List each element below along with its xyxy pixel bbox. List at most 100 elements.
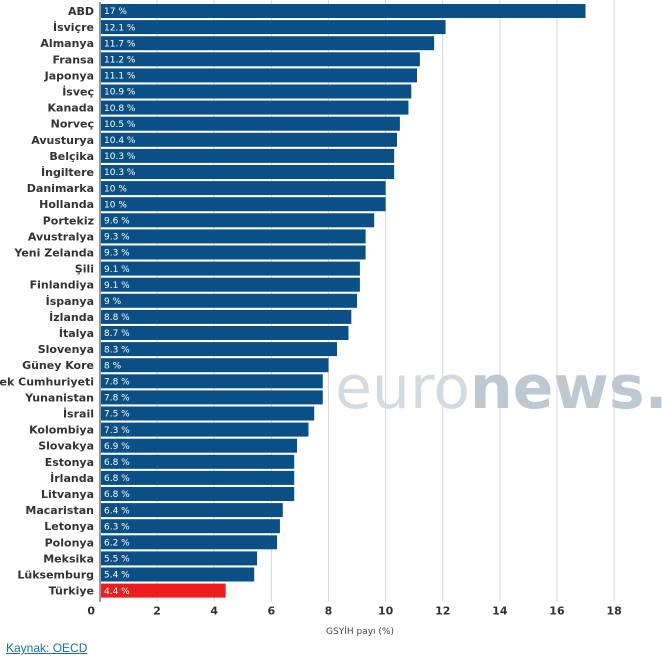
- bar-value-label-25: 7.5 %: [104, 410, 130, 420]
- bar-29: [101, 470, 295, 485]
- bar-value-label-11: 10 %: [104, 184, 127, 194]
- category-label-22: Güney Kore: [22, 359, 94, 372]
- bar-value-label-33: 6.2 %: [104, 539, 130, 549]
- bar-value-label-34: 5.5 %: [104, 555, 130, 565]
- category-label-26: Kolombiya: [29, 424, 94, 437]
- bar-value-label-8: 10.4 %: [104, 136, 136, 146]
- bar-value-label-21: 8.3 %: [104, 345, 130, 355]
- bar-value-label-19: 8.8 %: [104, 313, 130, 323]
- bar-10: [101, 165, 395, 179]
- x-tick-label-12: 12: [435, 605, 450, 618]
- category-label-10: İngiltere: [41, 165, 94, 179]
- bar-26: [101, 422, 309, 437]
- bar-value-label-17: 9.1 %: [104, 281, 130, 291]
- bar-33: [101, 535, 278, 550]
- category-label-2: Almanya: [40, 37, 94, 50]
- bar-value-label-22: 8 %: [104, 361, 122, 371]
- category-label-4: Japonya: [44, 69, 94, 82]
- bar-25: [101, 406, 315, 421]
- bar-36: [101, 583, 226, 598]
- category-label-12: Hollanda: [39, 198, 94, 211]
- category-label-21: Slovenya: [38, 343, 94, 356]
- category-label-18: İspanya: [46, 294, 94, 308]
- category-label-13: Portekiz: [43, 214, 94, 227]
- category-label-17: Finlandiya: [30, 279, 94, 292]
- bar-value-label-18: 9 %: [104, 297, 122, 307]
- bar-17: [101, 277, 360, 292]
- x-tick-label-18: 18: [606, 605, 621, 618]
- bar-27: [101, 438, 298, 453]
- category-label-16: Şili: [75, 263, 94, 276]
- bar-value-label-28: 6.8 %: [104, 458, 130, 468]
- bar-value-label-20: 8.7 %: [104, 329, 130, 339]
- bar-value-label-2: 11.7 %: [104, 39, 136, 49]
- category-label-29: İrlanda: [50, 471, 94, 485]
- bar-value-label-6: 10.8 %: [104, 104, 136, 114]
- category-label-20: İtalya: [59, 326, 94, 340]
- category-label-25: İsrail: [63, 407, 94, 421]
- category-label-33: Polonya: [45, 536, 94, 549]
- bar-2: [101, 36, 435, 51]
- bar-8: [101, 132, 398, 147]
- gridlines: [156, 0, 615, 602]
- bar-value-label-12: 10 %: [104, 200, 127, 210]
- bar-1: [101, 20, 446, 35]
- bar-18: [101, 293, 358, 308]
- bar-32: [101, 519, 280, 534]
- category-label-24: Yunanistan: [24, 391, 94, 404]
- bar-20: [101, 326, 349, 340]
- category-label-7: Norveç: [51, 118, 94, 131]
- category-labels: ABD İsviçre Almanya Fransa Japonya İsveç Kanad…: [0, 5, 94, 598]
- bar-23: [101, 374, 323, 389]
- bar-value-label-26: 7.3 %: [104, 426, 130, 436]
- x-tick-label-10: 10: [378, 605, 394, 618]
- bar-22: [101, 358, 329, 373]
- category-label-34: Meksika: [43, 552, 94, 565]
- bar-31: [101, 503, 283, 518]
- category-label-30: Litvanya: [41, 488, 94, 501]
- bar-value-label-36: 4.4 %: [104, 587, 130, 597]
- bar-value-label-9: 10.3 %: [104, 152, 136, 162]
- category-label-15: Yeni Zelanda: [13, 247, 94, 260]
- bar-value-label-24: 7.8 %: [104, 394, 130, 404]
- bar-30: [101, 487, 295, 501]
- bar-3: [101, 52, 420, 67]
- source-link[interactable]: Kaynak: OECD: [6, 641, 88, 655]
- bar-value-label-15: 9.3 %: [104, 249, 130, 259]
- bar-value-label-3: 11.2 %: [104, 56, 136, 66]
- euronews-watermark: euronews.: [335, 353, 663, 423]
- bar-value-label-13: 9.6 %: [104, 217, 130, 227]
- bar-19: [101, 309, 352, 324]
- category-label-8: Avusturya: [31, 134, 94, 147]
- bar-value-label-32: 6.3 %: [104, 522, 130, 532]
- category-label-23: Çek Cumhuriyeti: [0, 375, 94, 388]
- bar-4: [101, 68, 418, 83]
- category-label-31: Macaristan: [25, 504, 94, 517]
- category-label-19: İzlanda: [49, 310, 94, 324]
- category-label-9: Belçika: [49, 150, 94, 163]
- bar-value-label-4: 11.1 %: [104, 72, 136, 82]
- category-label-27: Slovakya: [38, 440, 94, 453]
- bar-35: [101, 567, 255, 582]
- category-label-35: Lüksemburg: [17, 569, 94, 582]
- bar-14: [101, 229, 366, 244]
- category-label-0: ABD: [68, 5, 94, 18]
- bar-15: [101, 245, 366, 260]
- bar-28: [101, 454, 295, 469]
- x-tick-label-8: 8: [325, 605, 333, 618]
- bar-value-label-35: 5.4 %: [104, 571, 130, 581]
- x-tick-label-14: 14: [492, 605, 508, 618]
- bar-13: [101, 213, 375, 228]
- bar-value-label-29: 6.8 %: [104, 474, 130, 484]
- x-tick-label-2: 2: [153, 605, 161, 618]
- bar-21: [101, 342, 338, 357]
- bar-5: [101, 84, 412, 99]
- x-tick-label-6: 6: [268, 605, 276, 618]
- category-label-28: Estonya: [45, 456, 94, 469]
- bar-value-label-14: 9.3 %: [104, 233, 130, 243]
- x-axis-ticks: 0 2 4 6 8 10 12 14 16 18: [87, 605, 621, 618]
- bar-value-label-16: 9.1 %: [104, 265, 130, 275]
- category-label-6: Kanada: [48, 102, 95, 115]
- bar-12: [101, 197, 386, 212]
